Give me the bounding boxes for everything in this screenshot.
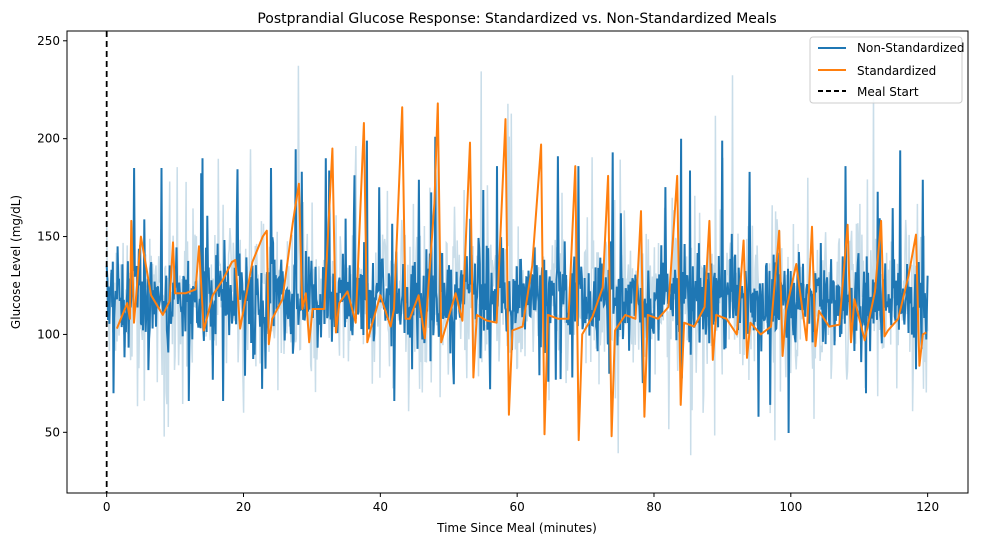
- y-tick-label: 200: [37, 132, 60, 146]
- x-tick-label: 20: [236, 500, 251, 514]
- y-tick-label: 100: [37, 327, 60, 341]
- legend-label-meal-start: Meal Start: [857, 85, 919, 99]
- standardized-series-line: [115, 102, 927, 442]
- chart-title: Postprandial Glucose Response: Standardi…: [257, 11, 776, 27]
- x-tick-label: 100: [779, 500, 802, 514]
- x-tick-label: 40: [373, 500, 388, 514]
- x-tick-label: 60: [510, 500, 525, 514]
- y-tick-label: 150: [37, 230, 60, 244]
- y-axis: 50 100 150 200 250: [37, 34, 67, 439]
- legend-label-non-standardized: Non-Standardized: [857, 41, 964, 55]
- legend: Non-Standardized Standardized Meal Start: [809, 36, 964, 104]
- y-tick-label: 250: [37, 34, 60, 48]
- non-standardized-variability-band: [105, 65, 929, 456]
- y-axis-label: Glucose Level (mg/dL): [9, 195, 23, 329]
- x-tick-label: 0: [103, 500, 111, 514]
- y-tick-label: 50: [45, 425, 60, 439]
- non-standardized-series-line: [105, 136, 929, 434]
- x-tick-label: 80: [646, 500, 661, 514]
- x-axis: 0 20 40 60 80 100 120: [103, 493, 939, 514]
- legend-box: [809, 36, 963, 104]
- x-tick-label: 120: [916, 500, 939, 514]
- legend-label-standardized: Standardized: [857, 64, 936, 78]
- x-axis-label: Time Since Meal (minutes): [436, 521, 597, 535]
